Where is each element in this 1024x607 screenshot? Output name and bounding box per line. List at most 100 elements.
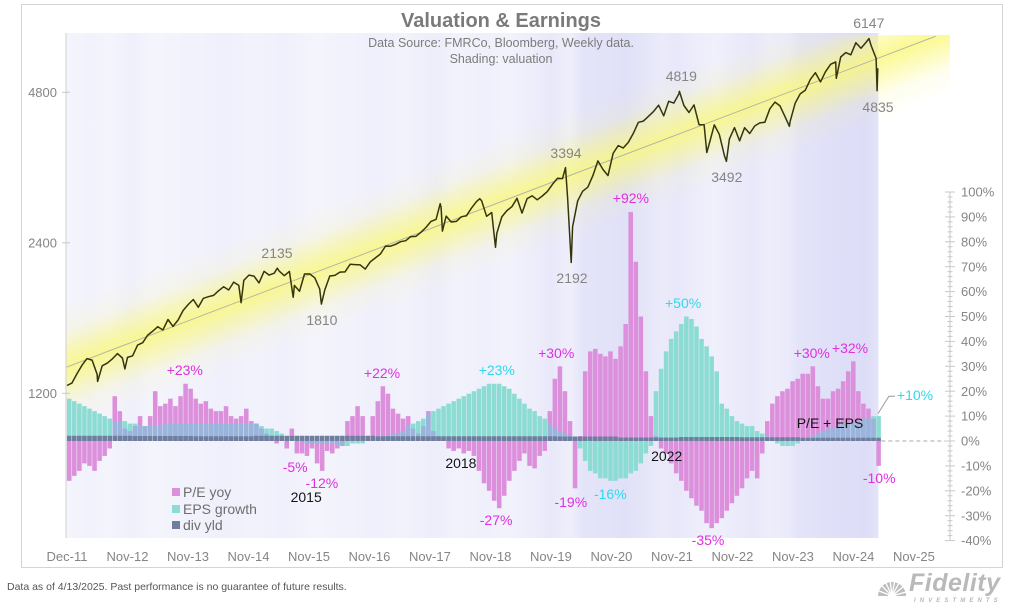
div-yld-bar bbox=[785, 437, 790, 441]
annotation-label: 2015 bbox=[291, 489, 322, 505]
pe-yoy-bar bbox=[567, 421, 573, 441]
div-yld-bar bbox=[168, 436, 173, 441]
legend-item-div-yld: div yld bbox=[172, 517, 257, 534]
pe-eps-overlap-bar bbox=[218, 423, 224, 441]
legend-label: P/E yoy bbox=[183, 484, 232, 501]
div-yld-bar bbox=[719, 437, 725, 441]
right-axis-tick-label: 90% bbox=[961, 210, 987, 225]
div-yld-bar bbox=[466, 436, 472, 441]
eps-growth-bar bbox=[77, 403, 82, 441]
valuation-band bbox=[66, 35, 950, 443]
pe-eps-overlap-bar bbox=[117, 421, 123, 441]
right-axis-tick-label: 20% bbox=[961, 384, 987, 399]
pe-yoy-bar bbox=[810, 366, 816, 441]
div-yld-bar bbox=[127, 435, 133, 441]
pe-eps-overlap-bar bbox=[405, 426, 411, 441]
eps-growth-bar bbox=[415, 421, 421, 441]
left-axis-tick-label: 4800 bbox=[28, 85, 57, 100]
annotation-label: +23% bbox=[167, 362, 203, 378]
div-yld-bar bbox=[426, 436, 431, 441]
div-yld-bar bbox=[608, 436, 613, 441]
right-axis-tick-label: 80% bbox=[961, 234, 987, 249]
pe-eps-overlap-bar bbox=[122, 428, 128, 441]
eps-growth-bar bbox=[537, 416, 542, 441]
div-yld-bar bbox=[289, 435, 295, 441]
x-axis-tick-label: Nov-20 bbox=[590, 549, 632, 564]
pe-yoy-bar bbox=[163, 403, 168, 441]
div-yld-bar bbox=[274, 435, 279, 441]
eps-growth-bar bbox=[744, 426, 750, 441]
div-yld-bar bbox=[77, 435, 82, 441]
eps-growth-bar bbox=[350, 441, 355, 444]
eps-growth-bar bbox=[775, 441, 780, 444]
div-yld-bar bbox=[107, 435, 112, 441]
div-yld-bar bbox=[486, 436, 492, 441]
pe-yoy-bar bbox=[663, 441, 669, 454]
pe-yoy-bar bbox=[380, 386, 386, 441]
pe-yoy-bar bbox=[385, 393, 391, 441]
eps-growth-bar bbox=[582, 441, 588, 461]
annotation-label: -5% bbox=[283, 459, 308, 475]
eps-growth-bar bbox=[507, 388, 512, 441]
pe-eps-overlap-bar bbox=[193, 423, 198, 441]
pe-yoy-bar bbox=[562, 391, 568, 441]
pe-yoy-bar bbox=[87, 441, 92, 466]
eps-growth-bar bbox=[481, 386, 487, 441]
eps-growth-bar bbox=[684, 316, 689, 441]
pe-eps-overlap-bar bbox=[112, 421, 118, 441]
pe-yoy-bar bbox=[765, 421, 770, 441]
div-yld-bar bbox=[238, 436, 244, 441]
axes-layer: 4800 2400 1200 100% 90% 80% 70% 60% 50% 40% 30% 20%… bbox=[28, 33, 995, 564]
pe-yoy-bar bbox=[780, 391, 785, 441]
div-yld-bar bbox=[643, 437, 649, 441]
pe-yoy-bar bbox=[355, 406, 360, 441]
pe-yoy-bar bbox=[749, 441, 755, 471]
chart-frame bbox=[21, 4, 1003, 568]
annotations-layer: 61474835481934923394219221351810+23%-5%-… bbox=[167, 15, 933, 548]
pe-eps-overlap-bar bbox=[319, 441, 325, 444]
eps-growth-bar bbox=[517, 398, 522, 441]
div-yld-bar bbox=[319, 435, 325, 441]
x-axis-tick-label: Nov-12 bbox=[107, 549, 149, 564]
div-yld-bar bbox=[178, 436, 183, 441]
pe-yoy-bar bbox=[734, 441, 740, 496]
pe-yoy-bar bbox=[107, 441, 112, 449]
eps-growth-bar bbox=[780, 441, 785, 446]
eps-growth-bar bbox=[72, 401, 77, 441]
x-axis-tick-label: Nov-19 bbox=[530, 549, 572, 564]
eps-growth-bar bbox=[441, 406, 446, 441]
div-yld-bar bbox=[517, 436, 522, 441]
right-axis-tick-label: 100% bbox=[961, 185, 995, 200]
eps-growth-bar bbox=[709, 356, 714, 441]
pe-yoy-bar bbox=[501, 441, 507, 496]
div-yld-bar bbox=[365, 435, 370, 441]
div-yld-bar bbox=[410, 436, 416, 441]
pe-eps-overlap-bar bbox=[254, 423, 259, 441]
div-yld-bar bbox=[203, 436, 209, 441]
fidelity-logo: Fidelity INVESTMENTS bbox=[876, 570, 1021, 606]
pe-eps-overlap-bar bbox=[431, 431, 436, 441]
div-yld-bar bbox=[223, 436, 229, 441]
eps-growth-bar bbox=[608, 441, 613, 481]
div-yld-bar bbox=[152, 436, 158, 441]
x-axis-tick-label: Nov-21 bbox=[651, 549, 693, 564]
pe-eps-overlap-bar bbox=[845, 423, 851, 441]
div-yld-bar bbox=[744, 437, 750, 441]
pe-yoy-bar bbox=[598, 353, 603, 441]
pe-yoy-bar bbox=[370, 416, 376, 441]
div-yld-bar bbox=[582, 436, 588, 441]
pe-yoy-bar bbox=[400, 418, 406, 441]
pe-yoy-bar bbox=[294, 441, 300, 454]
x-axis-tick-label: Nov-22 bbox=[711, 549, 753, 564]
pe-eps-overlap-bar bbox=[238, 423, 244, 441]
div-yld-bar bbox=[633, 437, 639, 441]
pe-yoy-bar bbox=[785, 388, 790, 441]
legend-label: EPS growth bbox=[183, 500, 257, 517]
pe-yoy-bar bbox=[800, 373, 805, 441]
div-yld-bar bbox=[158, 436, 163, 441]
pe-yoy-bar bbox=[658, 441, 664, 449]
div-yld-bar bbox=[102, 435, 107, 441]
div-yld-bar bbox=[436, 436, 441, 441]
annotation-label: 3492 bbox=[711, 169, 742, 185]
eps-growth-bar bbox=[496, 383, 502, 441]
